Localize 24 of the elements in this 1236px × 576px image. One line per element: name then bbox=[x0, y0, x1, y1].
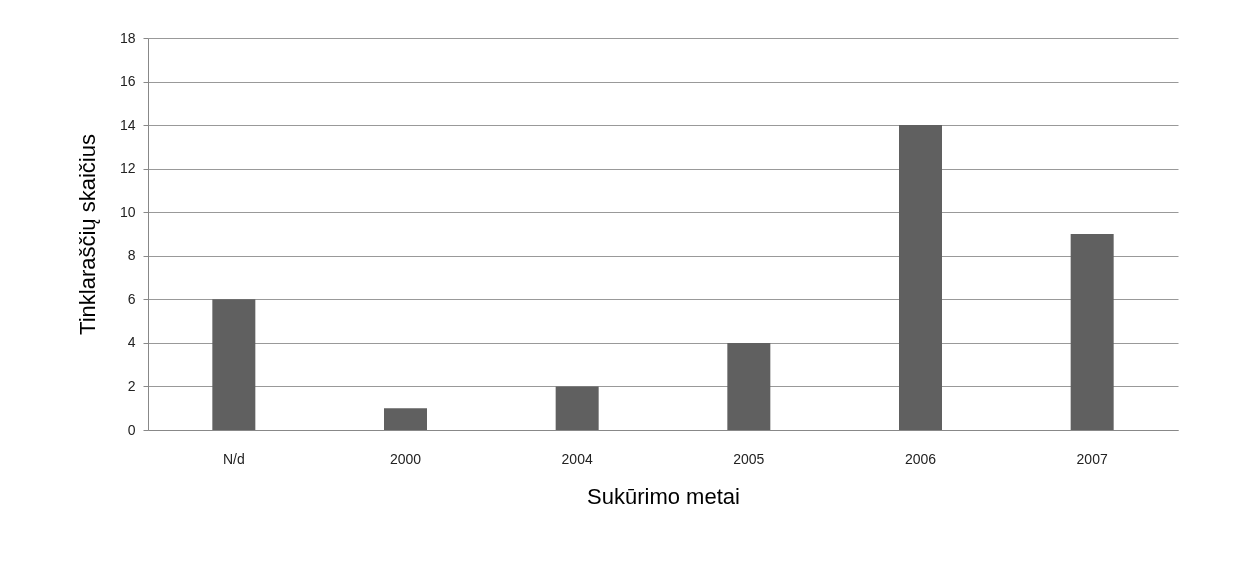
y-tick-label: 4 bbox=[127, 334, 136, 351]
bar bbox=[727, 342, 771, 430]
x-tick-label: 2004 bbox=[561, 450, 593, 467]
bar bbox=[555, 386, 599, 430]
y-tick-label: 0 bbox=[127, 421, 136, 438]
y-tick-label: 2 bbox=[127, 377, 136, 394]
x-tick-label: N/d bbox=[222, 450, 245, 467]
bar bbox=[384, 408, 427, 430]
y-tick-label: 14 bbox=[119, 116, 136, 133]
bar bbox=[212, 299, 256, 430]
x-tick-label: 2007 bbox=[1076, 450, 1108, 467]
y-tick-label: 12 bbox=[119, 160, 136, 177]
x-tick-label: 2000 bbox=[389, 450, 422, 467]
x-axis-title: Sukūrimo metai bbox=[587, 483, 740, 509]
y-tick-label: 10 bbox=[119, 203, 136, 220]
bar bbox=[1070, 234, 1114, 430]
y-axis-title: Tinklaraščių skaičius bbox=[74, 134, 100, 335]
y-tick-label: 18 bbox=[119, 29, 136, 46]
bar bbox=[899, 125, 942, 430]
y-tick-label: 16 bbox=[119, 73, 136, 90]
x-tick-label: 2005 bbox=[733, 450, 765, 467]
y-tick-label: 8 bbox=[127, 247, 136, 264]
y-tick-label: 6 bbox=[127, 290, 136, 307]
x-tick-label: 2006 bbox=[904, 450, 937, 467]
